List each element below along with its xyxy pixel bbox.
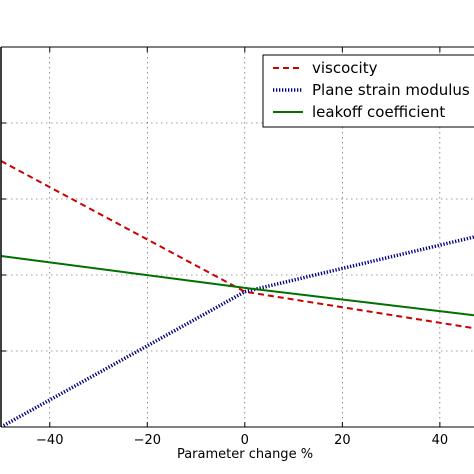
legend-label: Plane strain modulus (312, 81, 470, 99)
axis-ticks: −40 −20 0 20 40 (1, 47, 448, 448)
plot-axes (0, 46, 474, 428)
x-axis-label: Parameter change % (177, 447, 313, 462)
series-line-plane-strain-modulus (1, 235, 474, 427)
x-tick-label: 20 (334, 433, 351, 448)
legend-label: leakoff coefficient (312, 103, 445, 121)
legend-label: viscocity (312, 59, 378, 77)
legend-entries: viscocity Plane strain modulus leakoff coe… (273, 59, 470, 121)
x-tick-label: −20 (134, 433, 161, 448)
x-tick-label: 0 (241, 433, 249, 448)
series-line-viscocity (1, 160, 474, 330)
series-line-leakoff-coefficient (1, 255, 474, 317)
x-tick-label: −40 (36, 433, 63, 448)
legend: viscocity Plane strain modulus leakoff coe… (262, 54, 474, 128)
grid-lines (1, 47, 474, 427)
series-lines (1, 160, 474, 427)
x-tick-label: 40 (432, 433, 449, 448)
